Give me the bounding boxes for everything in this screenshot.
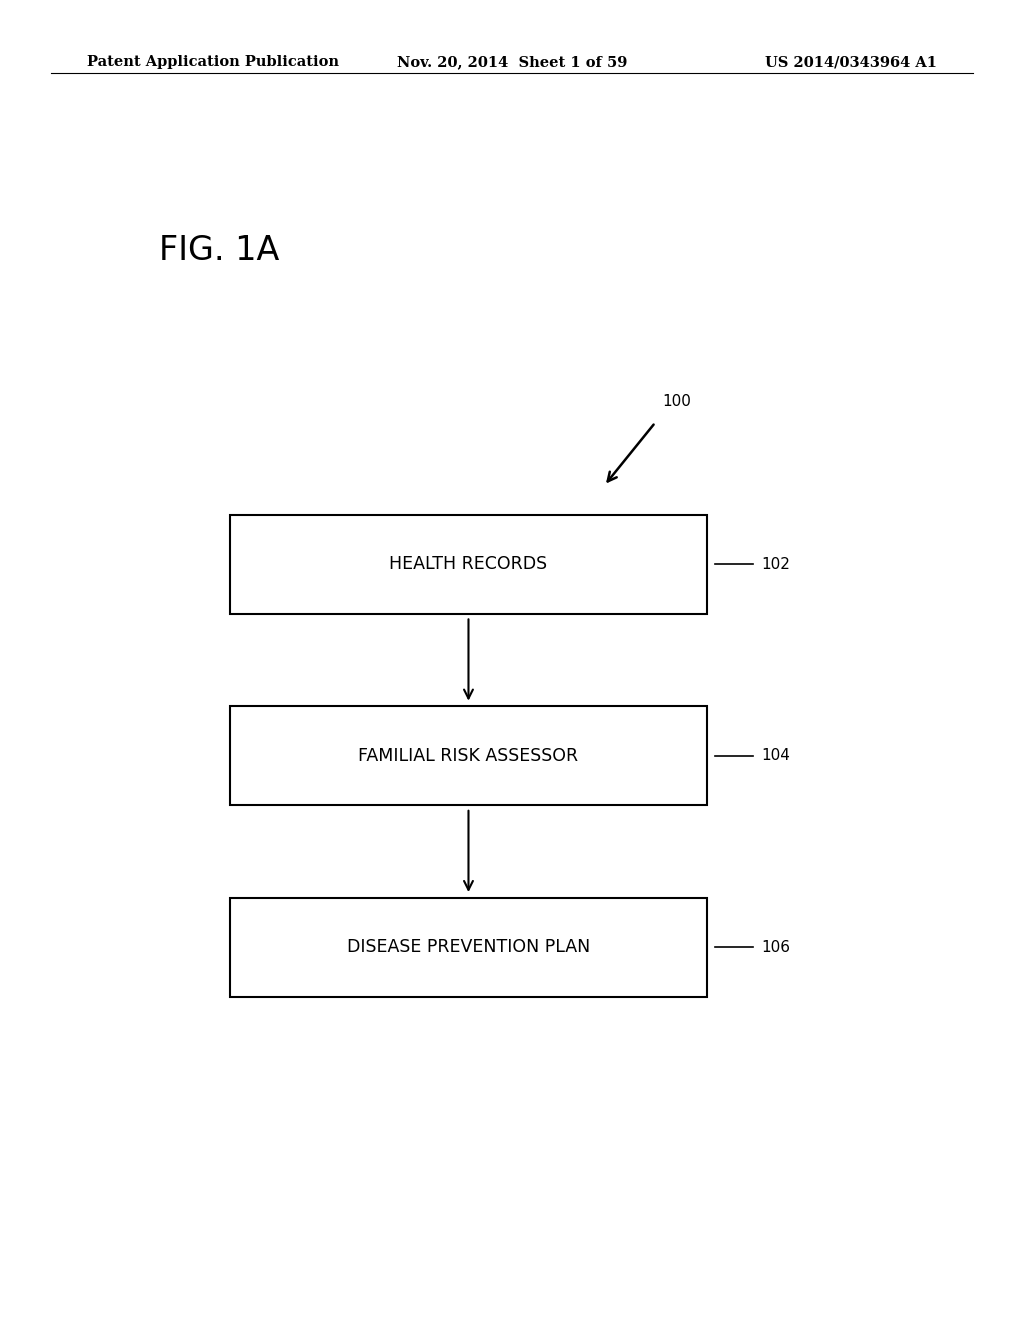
Text: HEALTH RECORDS: HEALTH RECORDS <box>389 556 548 573</box>
Text: DISEASE PREVENTION PLAN: DISEASE PREVENTION PLAN <box>347 939 590 956</box>
Text: US 2014/0343964 A1: US 2014/0343964 A1 <box>765 55 937 69</box>
Text: 104: 104 <box>761 748 790 763</box>
Text: 100: 100 <box>663 395 691 409</box>
Bar <box>230 898 707 997</box>
Text: FIG. 1A: FIG. 1A <box>159 235 280 267</box>
Text: Patent Application Publication: Patent Application Publication <box>87 55 339 69</box>
Text: 102: 102 <box>761 557 790 572</box>
Text: 106: 106 <box>761 940 790 954</box>
Text: Nov. 20, 2014  Sheet 1 of 59: Nov. 20, 2014 Sheet 1 of 59 <box>397 55 627 69</box>
Bar <box>230 706 707 805</box>
Text: FAMILIAL RISK ASSESSOR: FAMILIAL RISK ASSESSOR <box>358 747 579 764</box>
Bar <box>230 515 707 614</box>
